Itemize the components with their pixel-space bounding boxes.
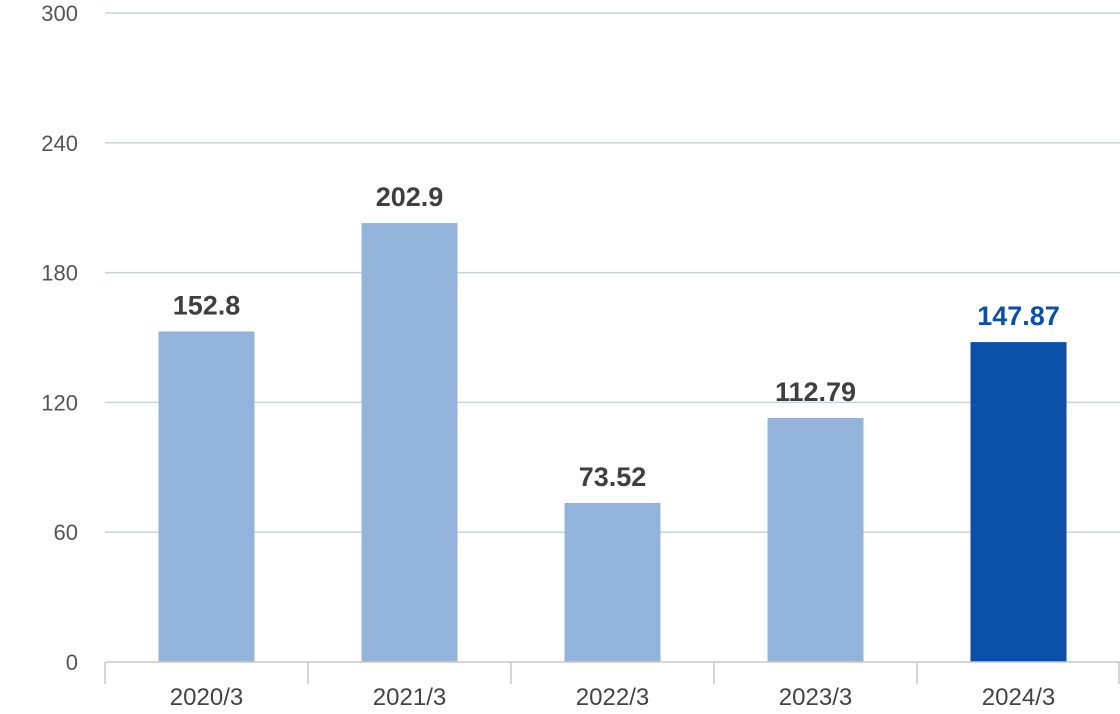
bar-2023-3 xyxy=(767,417,864,662)
y-tick-label: 120 xyxy=(41,390,78,415)
value-label: 112.79 xyxy=(775,377,856,407)
value-label: 73.52 xyxy=(579,462,647,492)
x-tick-label: 2024/3 xyxy=(982,684,1055,711)
bar-2024-3 xyxy=(970,342,1067,662)
y-tick-label: 180 xyxy=(41,261,78,286)
y-tick-label: 0 xyxy=(66,650,78,675)
gridlines xyxy=(105,12,1120,533)
bar-2020-3 xyxy=(158,331,255,662)
x-tick-label: 2021/3 xyxy=(373,684,446,711)
y-axis-ticks: 0 60 120 180 240 300 xyxy=(41,1,78,675)
value-label: 147.87 xyxy=(977,301,1060,331)
x-axis: 2020/3 2021/3 2022/3 2023/3 2024/3 xyxy=(104,661,1120,711)
value-labels: 152.8 202.9 73.52 112.79 147.87 xyxy=(173,182,1060,492)
y-tick-label: 300 xyxy=(41,1,78,26)
y-tick-label: 60 xyxy=(54,520,78,545)
value-label: 202.9 xyxy=(376,182,444,212)
x-tick-label: 2022/3 xyxy=(576,684,649,711)
y-tick-label: 240 xyxy=(41,131,78,156)
value-label: 152.8 xyxy=(173,290,241,320)
x-tick-label: 2023/3 xyxy=(779,684,852,711)
bars xyxy=(158,223,1067,662)
x-tick-label: 2020/3 xyxy=(170,684,243,711)
bar-2021-3 xyxy=(361,223,458,662)
bar-2022-3 xyxy=(564,502,661,662)
